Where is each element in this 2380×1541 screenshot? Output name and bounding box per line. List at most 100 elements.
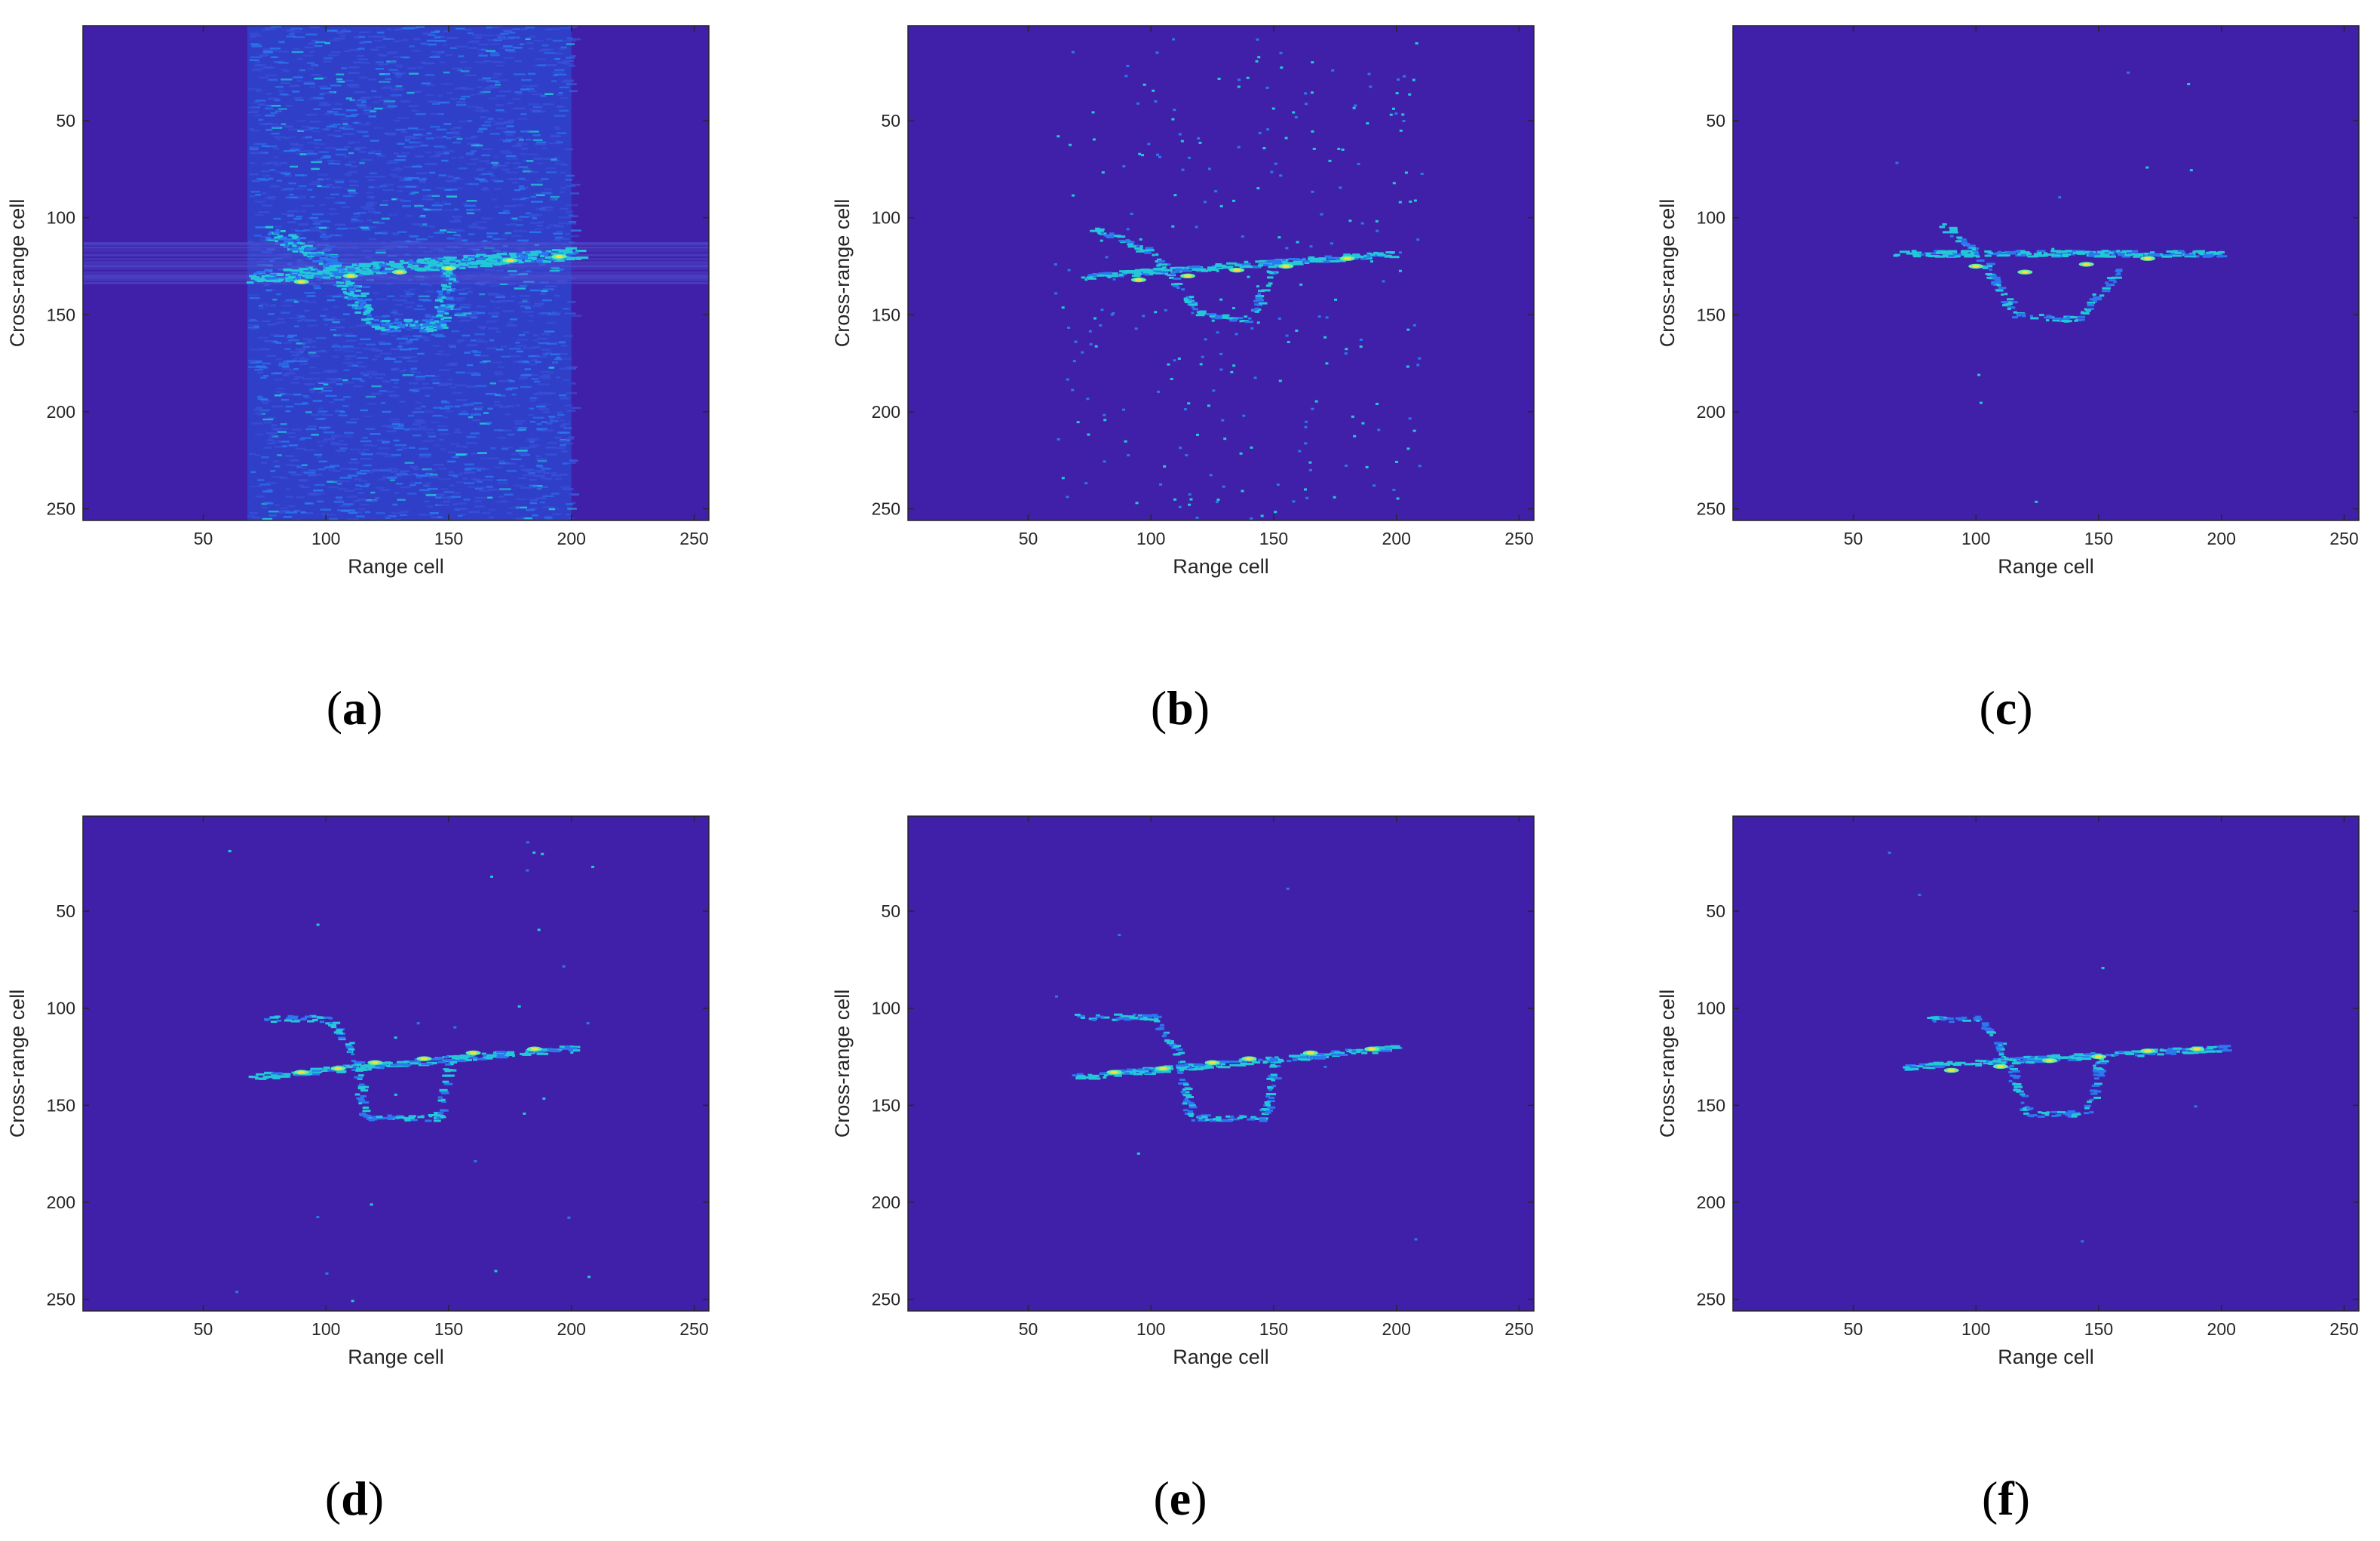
clutter-point xyxy=(1199,363,1203,366)
image-content xyxy=(1888,852,2232,1243)
clutter-point xyxy=(591,865,595,868)
clutter-point xyxy=(1237,85,1241,88)
x-tick-label: 50 xyxy=(1019,1319,1038,1339)
y-tick-label: 250 xyxy=(872,499,900,519)
clutter-point xyxy=(1118,934,1121,937)
clutter-point xyxy=(1232,199,1236,202)
clutter-point xyxy=(1361,422,1365,425)
x-tick-label: 150 xyxy=(2084,529,2113,548)
clutter-point xyxy=(1416,238,1420,241)
clutter-point xyxy=(1170,377,1173,380)
clutter-point xyxy=(1171,118,1175,121)
x-tick-label: 50 xyxy=(1844,529,1863,548)
x-axis-label: Range cell xyxy=(1998,555,2094,578)
clutter-point xyxy=(1197,137,1201,140)
clutter-point xyxy=(1173,194,1177,197)
y-axis-label: Cross-range cell xyxy=(831,199,854,348)
clutter-point xyxy=(1130,213,1133,216)
clutter-point xyxy=(1067,326,1071,329)
clutter-point xyxy=(1076,421,1080,424)
clutter-point xyxy=(1134,327,1138,330)
clutter-point xyxy=(1918,893,1921,896)
clutter-point xyxy=(1088,330,1092,333)
clutter-point xyxy=(1221,419,1225,422)
clutter-point xyxy=(2081,1240,2084,1243)
clutter-point xyxy=(1299,283,1303,286)
x-tick-label: 250 xyxy=(679,529,708,548)
x-tick-label: 100 xyxy=(1961,529,1990,548)
clutter-point xyxy=(2127,71,2130,74)
clutter-point xyxy=(1262,146,1266,149)
clutter-point xyxy=(1404,171,1408,174)
clutter-point xyxy=(1122,408,1126,411)
clutter-point xyxy=(494,1269,498,1272)
panel-f: 50 100 150 200 250 50 100 150 200 250 Range cell Cr… xyxy=(1656,815,2360,1525)
clutter-point xyxy=(1265,86,1269,89)
axes-frame xyxy=(82,815,710,1312)
clutter-point xyxy=(1074,340,1078,343)
clutter-point xyxy=(1320,213,1323,216)
clutter-point xyxy=(370,1203,373,1206)
y-tick-label: 150 xyxy=(872,1095,900,1115)
image-background xyxy=(1733,816,2359,1311)
y-tick-label: 150 xyxy=(1697,305,1725,324)
clutter-point xyxy=(1181,168,1185,171)
clutter-point xyxy=(1328,159,1332,162)
clutter-point xyxy=(1305,496,1309,499)
clutter-point xyxy=(1413,199,1417,202)
axes-frame xyxy=(907,815,1535,1312)
clutter-point xyxy=(1066,496,1069,499)
x-axis-label: Range cell xyxy=(348,1346,444,1368)
clutter-point xyxy=(2058,196,2062,199)
clutter-point xyxy=(567,1216,571,1219)
clutter-point xyxy=(2051,247,2055,250)
clutter-point xyxy=(1330,242,1333,245)
clutter-point xyxy=(1305,420,1308,423)
clutter-point xyxy=(1177,358,1181,361)
clutter-point xyxy=(1412,78,1415,81)
target-a xyxy=(246,226,589,333)
clutter-point xyxy=(1398,269,1402,272)
clutter-point xyxy=(587,1275,591,1279)
clutter-point xyxy=(325,1272,329,1275)
x-tick-label: 50 xyxy=(194,1319,213,1339)
clutter-point xyxy=(394,1093,397,1096)
y-tick-label: 100 xyxy=(1697,999,1725,1018)
clutter-point xyxy=(1337,147,1341,150)
clutter-point xyxy=(1418,357,1422,360)
axes-frame xyxy=(1732,815,2360,1312)
clutter-point xyxy=(1196,434,1200,437)
clutter-point xyxy=(1187,402,1191,405)
x-tick-label: 200 xyxy=(1382,1319,1411,1339)
clutter-point xyxy=(1216,499,1220,502)
clutter-point xyxy=(1406,328,1410,331)
clutter-point xyxy=(1126,228,1130,231)
clutter-point xyxy=(1198,141,1202,144)
clutter-point xyxy=(1284,137,1288,140)
clutter-point xyxy=(1255,60,1259,63)
y-tick-label: 50 xyxy=(56,901,75,921)
clutter-point xyxy=(1360,222,1364,225)
clutter-point xyxy=(1372,484,1376,487)
clutter-point xyxy=(1398,251,1402,254)
clutter-point xyxy=(1185,454,1188,457)
clutter-point xyxy=(1277,236,1281,239)
x-axis-label: Range cell xyxy=(1998,1346,2094,1368)
clutter-point xyxy=(1256,321,1260,324)
clutter-point xyxy=(1345,464,1348,467)
clutter-point xyxy=(1237,146,1241,149)
x-tick-label: 50 xyxy=(1019,529,1038,548)
clutter-point xyxy=(1391,107,1395,110)
clutter-point xyxy=(1308,461,1312,464)
clutter-point xyxy=(1280,66,1284,69)
clutter-point xyxy=(1406,447,1410,450)
clutter-point xyxy=(1250,327,1254,330)
clutter-point xyxy=(1138,152,1142,155)
clutter-point xyxy=(1216,331,1219,334)
y-axis-label: Cross-range cell xyxy=(6,199,29,348)
y-tick-label: 150 xyxy=(872,305,900,324)
clutter-point xyxy=(517,1005,521,1008)
clutter-point xyxy=(1081,351,1084,354)
clutter-point xyxy=(1256,187,1260,190)
panel-b: 50 100 150 200 250 50 100 150 200 250 Range cell Cr… xyxy=(831,25,1535,735)
